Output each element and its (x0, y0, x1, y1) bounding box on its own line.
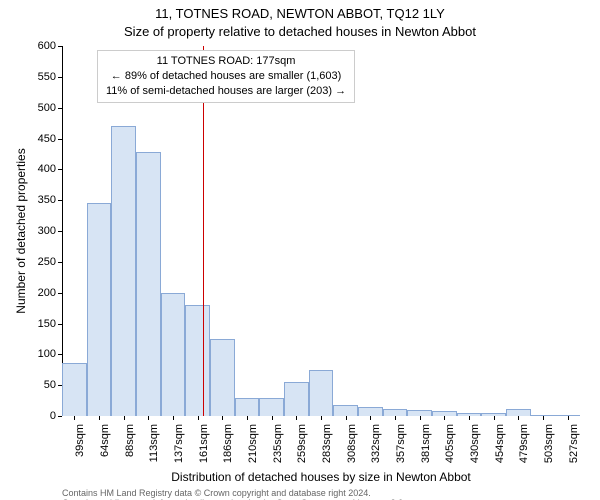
histogram-bar (87, 203, 112, 416)
x-tick-label: 454sqm (494, 424, 506, 474)
y-tick-mark (58, 354, 62, 355)
histogram-bar (62, 363, 87, 416)
histogram-bar (185, 305, 210, 416)
histogram-bar (210, 339, 235, 416)
x-tick-label: 161sqm (198, 424, 210, 474)
y-tick-label: 450 (16, 133, 56, 145)
y-tick-label: 300 (16, 225, 56, 237)
y-tick-mark (58, 324, 62, 325)
y-tick-mark (58, 385, 62, 386)
histogram-bar (136, 152, 161, 416)
x-tick-label: 357sqm (395, 424, 407, 474)
x-tick-mark (272, 416, 273, 420)
y-tick-mark (58, 169, 62, 170)
plot-area: 11 TOTNES ROAD: 177sqm← 89% of detached … (62, 46, 580, 416)
histogram-bar (284, 382, 309, 416)
chart-subtitle: Size of property relative to detached ho… (0, 24, 600, 39)
x-tick-mark (198, 416, 199, 420)
histogram-bar (506, 409, 531, 416)
y-tick-mark (58, 108, 62, 109)
x-tick-label: 210sqm (247, 424, 259, 474)
histogram-bar (259, 398, 284, 417)
x-tick-mark (222, 416, 223, 420)
x-tick-mark (148, 416, 149, 420)
x-tick-mark (124, 416, 125, 420)
y-tick-mark (58, 416, 62, 417)
chart-title: 11, TOTNES ROAD, NEWTON ABBOT, TQ12 1LY (0, 6, 600, 21)
histogram-bar (358, 407, 383, 416)
y-tick-label: 50 (16, 379, 56, 391)
x-tick-label: 235sqm (272, 424, 284, 474)
x-tick-label: 283sqm (321, 424, 333, 474)
histogram-bar (111, 126, 136, 416)
histogram-bar (235, 398, 260, 417)
x-tick-label: 39sqm (74, 424, 86, 474)
y-tick-label: 100 (16, 348, 56, 360)
y-tick-mark (58, 231, 62, 232)
y-tick-mark (58, 293, 62, 294)
y-tick-mark (58, 77, 62, 78)
y-tick-label: 350 (16, 194, 56, 206)
histogram-bar (309, 370, 334, 416)
x-tick-label: 381sqm (420, 424, 432, 474)
x-tick-mark (420, 416, 421, 420)
x-tick-mark (370, 416, 371, 420)
y-tick-mark (58, 46, 62, 47)
x-tick-mark (568, 416, 569, 420)
x-tick-label: 405sqm (444, 424, 456, 474)
histogram-bar (383, 409, 408, 416)
x-tick-label: 430sqm (469, 424, 481, 474)
x-tick-label: 332sqm (370, 424, 382, 474)
y-tick-label: 250 (16, 256, 56, 268)
y-axis-line (62, 46, 63, 416)
y-tick-mark (58, 262, 62, 263)
x-tick-mark (296, 416, 297, 420)
y-tick-label: 150 (16, 318, 56, 330)
y-tick-label: 500 (16, 102, 56, 114)
x-tick-mark (321, 416, 322, 420)
x-tick-label: 64sqm (99, 424, 111, 474)
y-tick-mark (58, 139, 62, 140)
x-tick-label: 186sqm (222, 424, 234, 474)
annotation-box: 11 TOTNES ROAD: 177sqm← 89% of detached … (97, 50, 355, 103)
y-tick-mark (58, 200, 62, 201)
x-tick-label: 479sqm (518, 424, 530, 474)
annotation-line: ← 89% of detached houses are smaller (1,… (106, 69, 346, 84)
footnote-line-1: Contains HM Land Registry data © Crown c… (62, 488, 371, 498)
x-tick-mark (173, 416, 174, 420)
y-tick-label: 0 (16, 410, 56, 422)
x-tick-mark (543, 416, 544, 420)
y-tick-label: 550 (16, 71, 56, 83)
y-tick-label: 400 (16, 163, 56, 175)
x-tick-mark (494, 416, 495, 420)
histogram-chart: 11, TOTNES ROAD, NEWTON ABBOT, TQ12 1LY … (0, 0, 600, 500)
x-tick-label: 527sqm (568, 424, 580, 474)
x-tick-mark (247, 416, 248, 420)
annotation-line: 11% of semi-detached houses are larger (… (106, 84, 346, 99)
x-tick-label: 503sqm (543, 424, 555, 474)
x-tick-label: 259sqm (296, 424, 308, 474)
x-tick-label: 308sqm (346, 424, 358, 474)
y-tick-label: 200 (16, 287, 56, 299)
x-tick-mark (444, 416, 445, 420)
x-tick-mark (469, 416, 470, 420)
x-tick-label: 137sqm (173, 424, 185, 474)
x-tick-mark (74, 416, 75, 420)
x-tick-mark (518, 416, 519, 420)
x-tick-mark (99, 416, 100, 420)
x-tick-mark (395, 416, 396, 420)
x-tick-label: 113sqm (148, 424, 160, 474)
x-tick-mark (346, 416, 347, 420)
x-tick-label: 88sqm (124, 424, 136, 474)
histogram-bar (333, 405, 358, 416)
histogram-bar (161, 293, 186, 416)
annotation-line: 11 TOTNES ROAD: 177sqm (106, 54, 346, 69)
y-tick-label: 600 (16, 40, 56, 52)
